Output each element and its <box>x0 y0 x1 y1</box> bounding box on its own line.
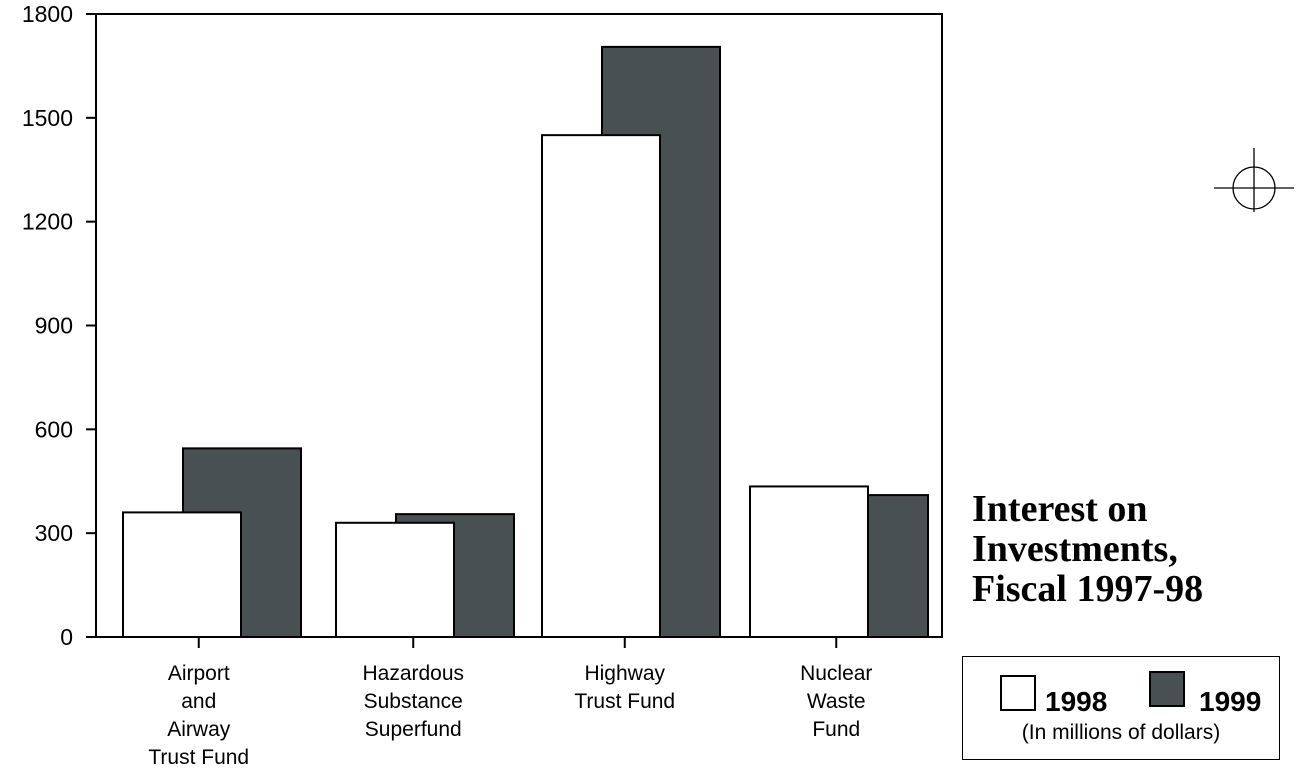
chart-title: Interest on Investments, Fiscal 1997-98 <box>972 489 1203 609</box>
bar-1998 <box>541 134 661 638</box>
legend-row: 1998 1999 <box>963 667 1279 717</box>
chart-title-line-1: Interest on <box>972 488 1148 530</box>
x-category-label: Hazardous Substance Superfund <box>362 662 464 741</box>
x-category-label: Airport and Airway Trust Fund <box>148 662 249 769</box>
registration-mark-icon <box>1214 148 1294 212</box>
legend-label-1998: 1998 <box>1045 686 1108 717</box>
y-tick-label: 0 <box>60 624 73 650</box>
y-axis: 0 300 600 900 1200 1500 1800 <box>22 1 96 650</box>
legend: 1998 1999 (In millions of dollars) <box>962 656 1280 760</box>
bars-group <box>122 45 929 639</box>
x-category-label: Highway Trust Fund <box>574 662 675 713</box>
x-category-label: Nuclear Waste Fund <box>800 662 872 741</box>
y-tick-label: 300 <box>35 520 73 546</box>
y-tick-label: 1200 <box>22 209 73 235</box>
y-tick-label: 600 <box>35 416 73 442</box>
bar-1998 <box>749 485 869 639</box>
legend-label-1999: 1999 <box>1199 686 1262 717</box>
legend-swatch-1998 <box>1000 675 1036 711</box>
bar-chart: 0 300 600 900 1200 1500 1800 Airport and Airway T… <box>22 1 943 769</box>
y-tick-label: 900 <box>35 313 73 339</box>
x-axis: Airport and Airway Trust Fund Hazardous Subst… <box>148 637 872 769</box>
chart-title-line-2: Investments, <box>972 528 1178 570</box>
legend-swatch-1999 <box>1149 671 1185 707</box>
y-tick-label: 1800 <box>22 1 73 27</box>
bar-1998 <box>122 511 242 639</box>
unit-note: (In millions of dollars) <box>1021 721 1221 744</box>
bar-1998 <box>335 521 455 638</box>
chart-title-line-3: Fiscal 1997-98 <box>972 568 1204 610</box>
y-tick-label: 1500 <box>22 105 73 131</box>
